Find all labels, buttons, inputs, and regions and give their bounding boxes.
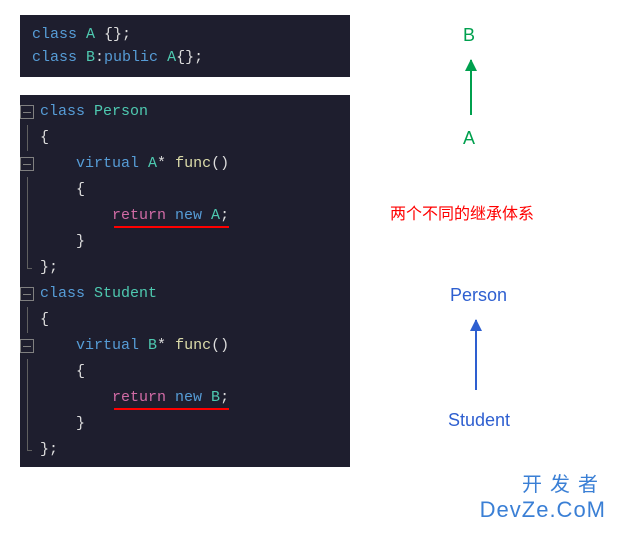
watermark: 开发者 DevZe.CoM — [480, 473, 606, 523]
code-block-1: class A {};class B:public A{}; — [20, 15, 350, 77]
annotation-text: 两个不同的继承体系 — [390, 200, 534, 224]
watermark-line1: 开发者 — [480, 473, 606, 497]
diagram-pane: B A 两个不同的继承体系 Person Student — [370, 0, 610, 533]
label-a: A — [463, 128, 475, 149]
label-student: Student — [448, 410, 510, 431]
label-b: B — [463, 25, 475, 46]
code-block-2: class Person{ virtual A* func() { return… — [20, 95, 350, 467]
arrow-1 — [470, 60, 472, 115]
arrow-2 — [475, 320, 477, 390]
watermark-line2: DevZe.CoM — [480, 497, 606, 523]
label-person: Person — [450, 285, 507, 306]
